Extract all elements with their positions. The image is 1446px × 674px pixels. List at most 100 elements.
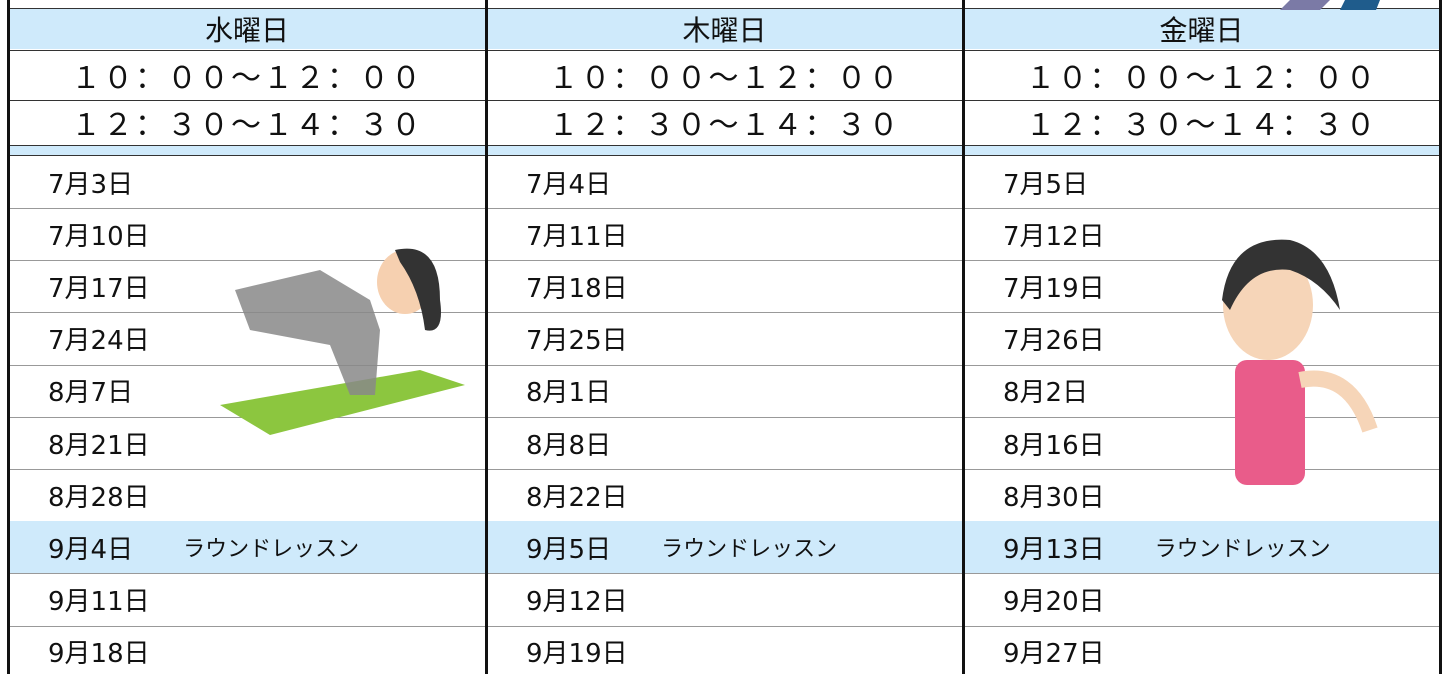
date: 7月4日 bbox=[526, 169, 612, 200]
column-line bbox=[1439, 0, 1442, 674]
date: 7月18日 bbox=[526, 273, 628, 304]
date-cell: 9月27日 bbox=[963, 626, 1440, 674]
date-cell: 7月26日 bbox=[963, 313, 1440, 365]
row-line bbox=[8, 625, 486, 627]
row-line bbox=[8, 573, 486, 575]
date: 8月22日 bbox=[526, 482, 628, 513]
row-line bbox=[486, 573, 963, 575]
column-header: 木曜日 bbox=[486, 8, 963, 49]
date-cell: 8月7日 bbox=[8, 365, 486, 417]
time-slot: １０：００～１２：００ bbox=[71, 61, 423, 96]
time-slot: １０：００～１２：００ bbox=[1025, 61, 1378, 96]
date-cell: 9月5日 ラウンドレッスン bbox=[486, 521, 963, 574]
row-line bbox=[8, 155, 1440, 156]
row-line bbox=[963, 469, 1440, 470]
column-line bbox=[485, 0, 488, 674]
date: 8月21日 bbox=[48, 430, 150, 461]
date: 7月24日 bbox=[48, 326, 150, 357]
date-cell: 9月20日 bbox=[963, 574, 1440, 626]
row-line bbox=[963, 312, 1440, 314]
row-line bbox=[486, 208, 963, 209]
date-cell: 7月4日 bbox=[486, 156, 963, 208]
date-cell: 9月18日 bbox=[8, 626, 486, 674]
separator-band bbox=[963, 145, 1440, 155]
date-cell: 7月17日 bbox=[8, 260, 486, 312]
date-cell: 7月5日 bbox=[963, 156, 1440, 208]
row-line bbox=[8, 260, 486, 262]
row-line bbox=[8, 8, 1440, 9]
date: 9月11日 bbox=[48, 587, 150, 618]
row-line bbox=[963, 573, 1440, 575]
date-cell: 7月12日 bbox=[963, 208, 1440, 260]
date: 8月7日 bbox=[48, 378, 134, 409]
row-line bbox=[8, 50, 1440, 51]
row-line bbox=[8, 469, 486, 470]
date-cell: 9月13日 ラウンドレッスン bbox=[963, 521, 1440, 574]
row-line bbox=[486, 260, 963, 262]
row-line bbox=[8, 208, 486, 209]
date: 9月20日 bbox=[1003, 587, 1105, 618]
row-line bbox=[486, 625, 963, 627]
date: 8月30日 bbox=[1003, 482, 1105, 513]
date-cell: 9月19日 bbox=[486, 626, 963, 674]
date: 8月28日 bbox=[48, 482, 150, 513]
date-cell: 8月2日 bbox=[963, 365, 1440, 417]
date: 7月17日 bbox=[48, 273, 150, 304]
time-slot: １０：００～１２：００ bbox=[548, 61, 901, 96]
row-line bbox=[486, 416, 963, 418]
date-cell: 7月19日 bbox=[963, 260, 1440, 312]
date-cell: 8月16日 bbox=[963, 417, 1440, 469]
date-cell: 8月1日 bbox=[486, 365, 963, 417]
date: 9月19日 bbox=[526, 639, 628, 670]
date: 7月5日 bbox=[1003, 169, 1089, 200]
date: 7月10日 bbox=[48, 221, 150, 252]
date-cell: 7月24日 bbox=[8, 313, 486, 365]
separator-band bbox=[8, 145, 486, 155]
date: 9月4日 bbox=[48, 534, 134, 565]
lesson-note: ラウンドレッスン bbox=[661, 537, 838, 563]
lesson-note: ラウンドレッスン bbox=[183, 537, 360, 563]
time-slot: １２：３０～１４：３０ bbox=[1025, 108, 1378, 143]
date-cell: 7月10日 bbox=[8, 208, 486, 260]
date-cell: 7月3日 bbox=[8, 156, 486, 208]
date-cell: 7月18日 bbox=[486, 260, 963, 312]
row-line bbox=[8, 100, 1440, 101]
date: 9月27日 bbox=[1003, 639, 1105, 670]
column-line bbox=[962, 0, 965, 674]
date-cell: 9月4日 ラウンドレッスン bbox=[8, 521, 486, 574]
lesson-note: ラウンドレッスン bbox=[1154, 537, 1331, 563]
date: 7月11日 bbox=[526, 221, 628, 252]
date: 7月25日 bbox=[526, 326, 628, 357]
column-line bbox=[7, 0, 10, 674]
date: 9月5日 bbox=[526, 534, 612, 565]
date: 9月13日 bbox=[1003, 534, 1105, 565]
row-line bbox=[963, 416, 1440, 418]
date-cell: 8月8日 bbox=[486, 417, 963, 469]
separator-band bbox=[486, 145, 963, 155]
date: 7月12日 bbox=[1003, 221, 1105, 252]
time-slot: １２：３０～１４：３０ bbox=[71, 108, 423, 143]
row-line bbox=[486, 469, 963, 470]
column-header: 水曜日 bbox=[8, 8, 486, 49]
date: 7月26日 bbox=[1003, 326, 1105, 357]
date-cell: 8月22日 bbox=[486, 469, 963, 521]
date: 8月2日 bbox=[1003, 378, 1089, 409]
date-cell: 8月30日 bbox=[963, 469, 1440, 521]
date-cell: 8月28日 bbox=[8, 469, 486, 521]
date-cell: 7月11日 bbox=[486, 208, 963, 260]
row-line bbox=[486, 312, 963, 314]
date-cell: 9月12日 bbox=[486, 574, 963, 626]
date: 9月12日 bbox=[526, 587, 628, 618]
row-line bbox=[963, 208, 1440, 209]
date: 8月1日 bbox=[526, 378, 612, 409]
date-cell: 7月25日 bbox=[486, 313, 963, 365]
date: 8月8日 bbox=[526, 430, 612, 461]
column-header: 金曜日 bbox=[963, 8, 1440, 49]
row-line bbox=[8, 145, 1440, 146]
row-line bbox=[486, 364, 963, 366]
row-line bbox=[963, 364, 1440, 366]
row-line bbox=[963, 260, 1440, 262]
date: 9月18日 bbox=[48, 639, 150, 670]
date: 7月19日 bbox=[1003, 273, 1105, 304]
